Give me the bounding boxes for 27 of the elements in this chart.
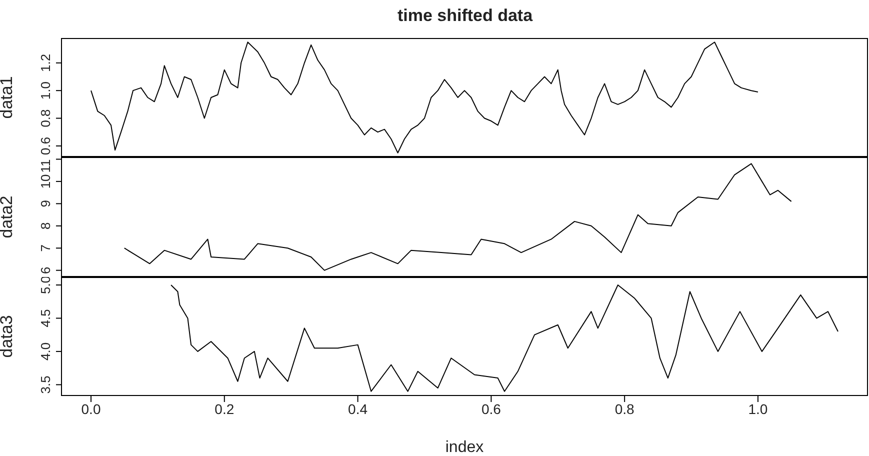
y-tick-label: 0.6	[38, 136, 53, 155]
y-tick-label: 4.5	[38, 309, 53, 328]
x-tick-label: 1.0	[748, 400, 768, 417]
x-tick-label: 0.6	[481, 400, 502, 417]
y-tick-label: 6	[38, 266, 53, 274]
y-tick-label: 1.0	[38, 82, 53, 100]
y-axis-title: data3	[0, 315, 16, 358]
y-tick-label: 3.5	[38, 376, 53, 394]
y-tick-label: 4.0	[38, 342, 53, 360]
x-tick-label: 0.8	[614, 400, 635, 417]
line-series	[90, 42, 758, 154]
y-tick-label: 7	[38, 244, 53, 252]
x-tick-label: 0.4	[348, 400, 368, 417]
y-tick-label: 10	[38, 174, 53, 189]
y-tick-label: 8	[38, 222, 53, 230]
x-tick-label: 0.2	[214, 400, 234, 417]
x-tick-label: 0.0	[81, 400, 101, 417]
line-series	[124, 163, 792, 271]
x-axis-title: index	[445, 439, 484, 456]
y-tick-label: 9	[38, 200, 53, 208]
y-axis-title: data1	[0, 76, 16, 119]
y-tick-label: 11	[38, 159, 53, 173]
y-tick-label: 0.8	[38, 109, 53, 128]
y-axis-title: data2	[0, 196, 16, 238]
chart-title: time shifted data	[396, 6, 534, 26]
y-tick-label: 1.2	[38, 54, 53, 72]
line-series	[170, 284, 838, 392]
